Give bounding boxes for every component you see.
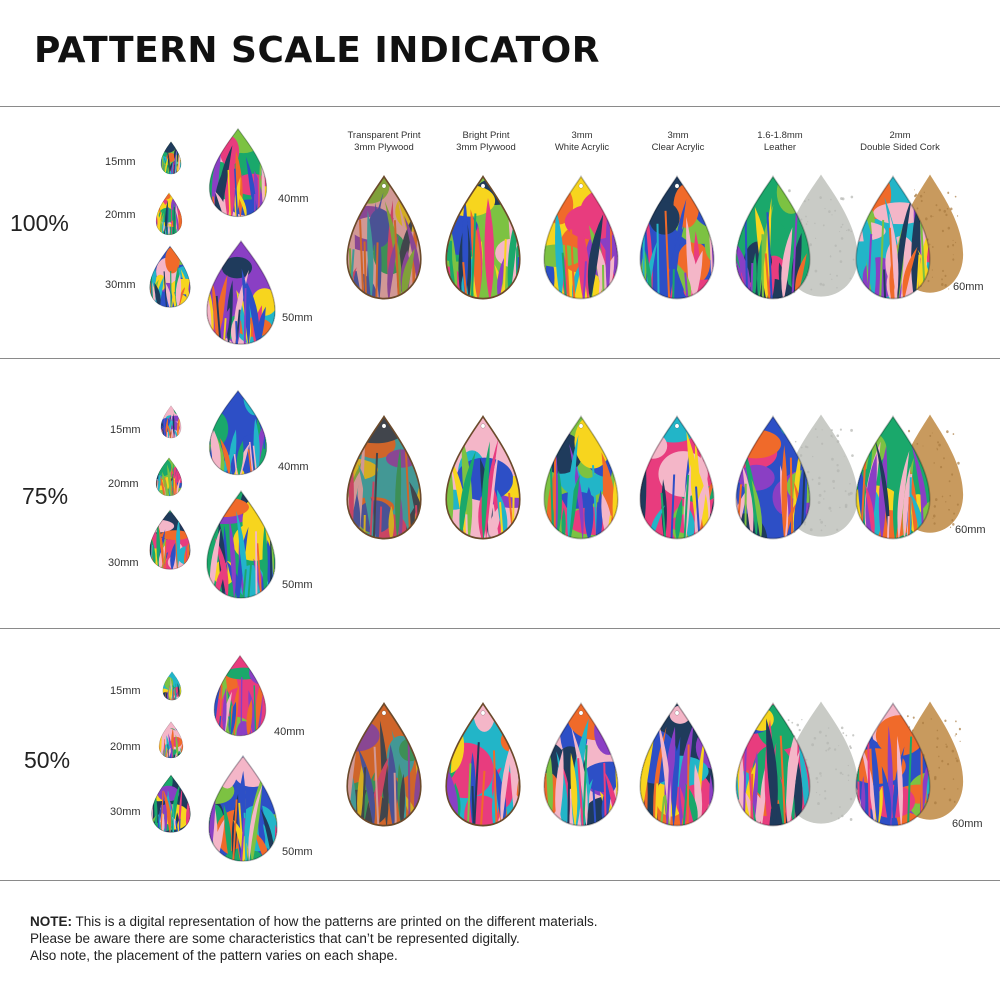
size-label-20mm: 20mm — [108, 478, 139, 490]
divider — [0, 628, 1000, 629]
scale-section-75: 75% 15mm 20mm 30mm 40mm 50mm 60mm — [0, 359, 1000, 628]
teardrop-leather — [735, 702, 811, 827]
teardrop-transparent-plywood — [346, 175, 422, 300]
size-label-60mm: 60mm — [953, 281, 984, 293]
teardrop-clear-acrylic — [639, 702, 715, 827]
size-label-20mm: 20mm — [105, 209, 136, 221]
teardrop-sample-20mm — [155, 457, 183, 497]
size-label-15mm: 15mm — [110, 424, 141, 436]
teardrop-bright-plywood — [445, 702, 521, 827]
teardrop-white-acrylic — [543, 702, 619, 827]
teardrop-sample-50mm — [206, 489, 276, 599]
teardrop-sample-15mm — [162, 671, 182, 701]
material-header-transparent-plywood: Transparent Print 3mm Plywood — [324, 130, 444, 154]
teardrop-sample-30mm — [149, 245, 191, 308]
teardrop-bright-plywood — [445, 415, 521, 540]
size-label-60mm: 60mm — [955, 524, 986, 536]
teardrop-sample-20mm — [158, 721, 184, 759]
teardrop-sample-15mm — [160, 405, 182, 439]
scale-label: 75% — [22, 483, 69, 509]
teardrop-sample-50mm — [208, 754, 278, 862]
material-header-line: Clear Acrylic — [651, 142, 705, 153]
teardrop-sample-50mm — [206, 239, 276, 345]
divider — [0, 880, 1000, 881]
scale-section-50: 50% 15mm 20mm 30mm 40mm 50mm 60mm — [0, 629, 1000, 880]
material-header-white-acrylic: 3mm White Acrylic — [522, 130, 642, 154]
teardrop-clear-acrylic — [639, 415, 715, 540]
material-header-cork: 2mm Double Sided Cork — [840, 130, 960, 154]
size-label-50mm: 50mm — [282, 579, 313, 591]
teardrop-cork — [855, 175, 931, 300]
teardrop-leather — [735, 415, 811, 540]
page-title: PATTERN SCALE INDICATOR — [34, 30, 601, 71]
size-label-40mm: 40mm — [278, 193, 309, 205]
teardrop-white-acrylic — [543, 175, 619, 300]
teardrop-cork — [855, 702, 931, 827]
size-label-40mm: 40mm — [274, 726, 305, 738]
divider — [0, 358, 1000, 359]
size-label-50mm: 50mm — [282, 312, 313, 324]
note-line: Please be aware there are some character… — [30, 931, 520, 946]
teardrop-sample-40mm — [213, 654, 267, 737]
material-header-line: White Acrylic — [554, 142, 610, 153]
teardrop-transparent-plywood — [346, 702, 422, 827]
teardrop-leather — [735, 175, 811, 300]
material-header-line: Double Sided Cork — [860, 142, 940, 153]
scale-label: 50% — [24, 747, 71, 773]
note-line: NOTE: This is a digital representation o… — [30, 913, 598, 930]
material-header-line: 3mm Plywood — [354, 142, 414, 153]
material-header-clear-acrylic: 3mm Clear Acrylic — [618, 130, 738, 154]
divider — [0, 106, 1000, 107]
scale-label: 100% — [10, 210, 69, 236]
size-label-30mm: 30mm — [110, 806, 141, 818]
teardrop-clear-acrylic — [639, 175, 715, 300]
teardrop-bright-plywood — [445, 175, 521, 300]
note-text: This is a digital representation of how … — [75, 914, 598, 929]
material-header-line: 3mm — [571, 130, 593, 141]
material-header-line: 1.6-1.8mm — [757, 130, 803, 141]
teardrop-sample-40mm — [208, 389, 268, 476]
material-header-line: Bright Print — [462, 130, 510, 141]
teardrop-sample-30mm — [149, 509, 191, 570]
note-line: Also note, the placement of the pattern … — [30, 948, 398, 963]
material-header-line: Transparent Print — [347, 130, 421, 141]
size-label-30mm: 30mm — [105, 279, 136, 291]
material-header-line: 2mm — [889, 130, 911, 141]
teardrop-sample-15mm — [160, 141, 182, 175]
size-label-30mm: 30mm — [108, 557, 139, 569]
scale-section-100: 100% 15mm 20mm 30mm 40mm 50mm 60mm — [0, 107, 1000, 358]
teardrop-white-acrylic — [543, 415, 619, 540]
teardrop-sample-40mm — [208, 127, 268, 218]
size-label-15mm: 15mm — [110, 685, 141, 697]
material-header-line: 3mm Plywood — [456, 142, 516, 153]
size-label-60mm: 60mm — [952, 818, 983, 830]
size-label-40mm: 40mm — [278, 461, 309, 473]
teardrop-cork — [855, 415, 931, 540]
material-header-line: Leather — [763, 142, 797, 153]
note-label: NOTE: — [30, 914, 72, 929]
teardrop-sample-30mm — [151, 774, 191, 833]
disclaimer-note: NOTE: This is a digital representation o… — [30, 913, 598, 964]
teardrop-transparent-plywood — [346, 415, 422, 540]
material-header-bright-plywood: Bright Print 3mm Plywood — [426, 130, 546, 154]
size-label-15mm: 15mm — [105, 156, 136, 168]
size-label-50mm: 50mm — [282, 846, 313, 858]
material-header-leather: 1.6-1.8mm Leather — [720, 130, 840, 154]
teardrop-sample-20mm — [155, 192, 183, 236]
material-header-line: 3mm — [667, 130, 689, 141]
size-label-20mm: 20mm — [110, 741, 141, 753]
